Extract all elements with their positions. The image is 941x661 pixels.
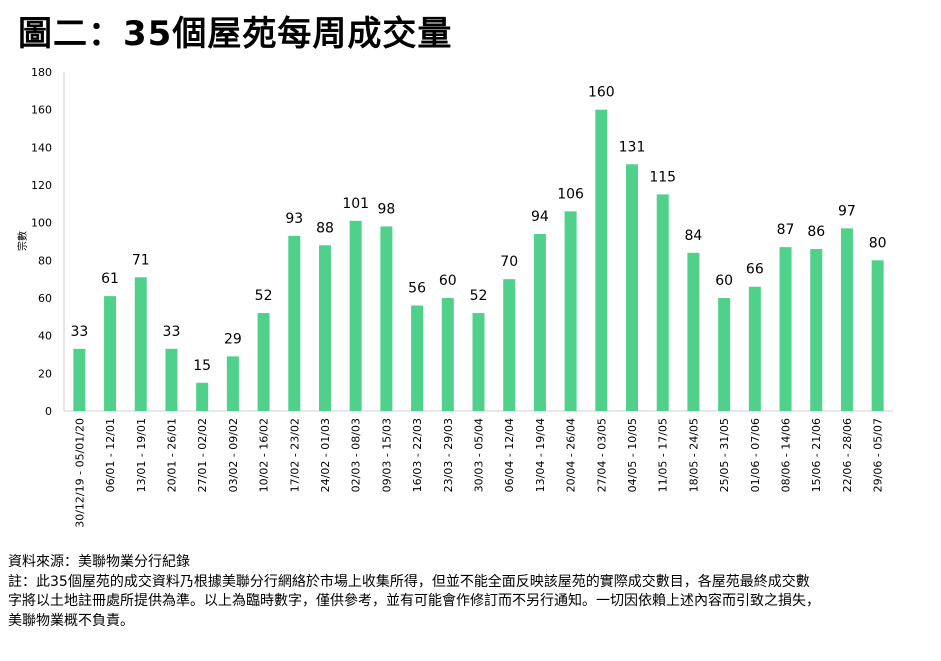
bar xyxy=(441,298,454,411)
data-label: 15 xyxy=(193,358,211,374)
x-tick-label: 06/04 - 12/04 xyxy=(503,418,516,492)
data-label: 160 xyxy=(588,85,615,101)
data-label: 70 xyxy=(500,254,518,270)
data-label: 66 xyxy=(746,262,764,278)
data-label: 56 xyxy=(408,281,426,297)
data-label: 33 xyxy=(70,324,88,340)
x-tick-label: 06/01 - 12/01 xyxy=(104,418,117,492)
bar xyxy=(196,382,209,411)
x-tick-label: 01/06 - 07/06 xyxy=(749,418,762,492)
x-tick-label: 23/03 - 29/03 xyxy=(442,418,455,492)
y-tick-label: 180 xyxy=(31,66,52,79)
disclaimer-line: 註：此35個屋苑的成交資料乃根據美聯分行網絡於市場上收集所得，但並不能全面反映該… xyxy=(8,573,810,590)
x-tick-label: 15/06 - 21/06 xyxy=(810,418,823,492)
bar xyxy=(349,220,362,411)
bar xyxy=(748,286,761,411)
data-label: 61 xyxy=(101,271,119,287)
chart-title: 圖二：35個屋苑每周成交量 xyxy=(18,14,453,54)
x-tick-label: 16/03 - 22/03 xyxy=(411,418,424,492)
y-axis-label: 宗數 xyxy=(16,231,29,251)
bar xyxy=(656,194,669,411)
bar xyxy=(288,235,301,411)
bar xyxy=(472,313,485,411)
data-label: 101 xyxy=(342,196,369,212)
x-tick-label: 22/06 - 28/06 xyxy=(841,418,854,492)
data-label: 29 xyxy=(224,331,242,347)
data-label: 87 xyxy=(777,222,795,238)
x-tick-label: 02/03 - 08/03 xyxy=(350,418,363,492)
data-label: 71 xyxy=(132,252,150,268)
data-label: 52 xyxy=(470,288,488,304)
data-label: 98 xyxy=(377,201,395,217)
x-tick-label: 03/02 - 09/02 xyxy=(227,418,240,492)
bar xyxy=(104,296,117,411)
bar xyxy=(257,313,270,411)
x-tick-label: 17/02 - 23/02 xyxy=(288,418,301,492)
x-tick-label: 25/05 - 31/05 xyxy=(718,418,731,492)
y-tick-label: 40 xyxy=(38,330,52,343)
x-tick-label: 09/03 - 15/03 xyxy=(380,418,393,492)
x-tick-label: 18/05 - 24/05 xyxy=(687,418,700,492)
x-tick-label: 10/02 - 16/02 xyxy=(258,418,271,492)
bar xyxy=(503,279,516,411)
bar xyxy=(779,247,792,411)
y-tick-label: 20 xyxy=(38,367,52,380)
x-tick-label: 04/05 - 10/05 xyxy=(626,418,639,492)
data-label: 60 xyxy=(439,273,457,289)
x-tick-label: 20/01 - 26/01 xyxy=(165,418,178,492)
bar xyxy=(871,260,884,411)
bar xyxy=(411,305,424,411)
bar xyxy=(840,228,853,411)
data-label: 80 xyxy=(869,235,887,251)
y-tick-label: 140 xyxy=(31,141,52,154)
x-tick-label: 30/03 - 05/04 xyxy=(473,418,486,492)
x-tick-label: 08/06 - 14/06 xyxy=(780,418,793,492)
x-tick-label: 29/06 - 05/07 xyxy=(872,418,885,492)
bar xyxy=(318,245,331,411)
data-label: 106 xyxy=(557,186,584,202)
y-tick-label: 60 xyxy=(38,292,52,305)
y-tick-label: 120 xyxy=(31,179,52,192)
bar xyxy=(226,356,239,411)
source-note: 資料來源：美聯物業分行紀錄 xyxy=(8,554,190,570)
bar xyxy=(165,348,178,411)
bar xyxy=(73,348,86,411)
bar xyxy=(134,277,147,411)
y-tick-label: 160 xyxy=(31,104,52,117)
bar xyxy=(687,252,700,411)
data-label: 131 xyxy=(619,139,646,155)
x-tick-label: 13/04 - 19/04 xyxy=(534,418,547,492)
x-tick-label: 24/02 - 01/03 xyxy=(319,418,332,492)
x-tick-label: 20/04 - 26/04 xyxy=(565,418,578,492)
bar xyxy=(380,226,393,411)
data-label: 97 xyxy=(838,203,856,219)
bar-chart: 0 20 40 60 80 100 120 140 160 180 宗數 33 30/12/19 - 0… xyxy=(16,66,893,528)
bar xyxy=(564,211,577,411)
y-tick-label: 80 xyxy=(38,254,52,267)
bar xyxy=(626,164,639,411)
data-label: 93 xyxy=(285,211,303,227)
bar xyxy=(595,109,608,412)
x-tick-label: 27/04 - 03/05 xyxy=(595,418,608,492)
x-tick-label: 30/12/19 - 05/01/20 xyxy=(73,418,86,528)
data-label: 115 xyxy=(649,169,676,185)
data-label: 88 xyxy=(316,220,334,236)
data-label: 52 xyxy=(255,288,273,304)
data-label: 60 xyxy=(715,273,733,289)
data-label: 86 xyxy=(807,224,825,240)
disclaimer-line: 字將以土地註冊處所提供為準。以上為臨時數字，僅供參考，並有可能會作修訂而不另行通… xyxy=(8,593,820,609)
bar xyxy=(533,233,546,411)
x-tick-label: 27/01 - 02/02 xyxy=(196,418,209,492)
y-tick-label: 100 xyxy=(31,217,52,230)
data-label: 94 xyxy=(531,209,549,225)
bar xyxy=(718,298,731,411)
data-label: 33 xyxy=(163,324,181,340)
footer-notes: 資料來源：美聯物業分行紀錄 註：此35個屋苑的成交資料乃根據美聯分行網絡於市場上… xyxy=(8,553,938,631)
x-tick-label: 11/05 - 17/05 xyxy=(657,418,670,492)
data-label: 84 xyxy=(685,228,703,244)
y-tick-label: 0 xyxy=(45,405,52,418)
disclaimer-line: 美聯物業概不負責。 xyxy=(8,612,134,629)
bar xyxy=(810,249,823,411)
x-tick-label: 13/01 - 19/01 xyxy=(135,418,148,492)
